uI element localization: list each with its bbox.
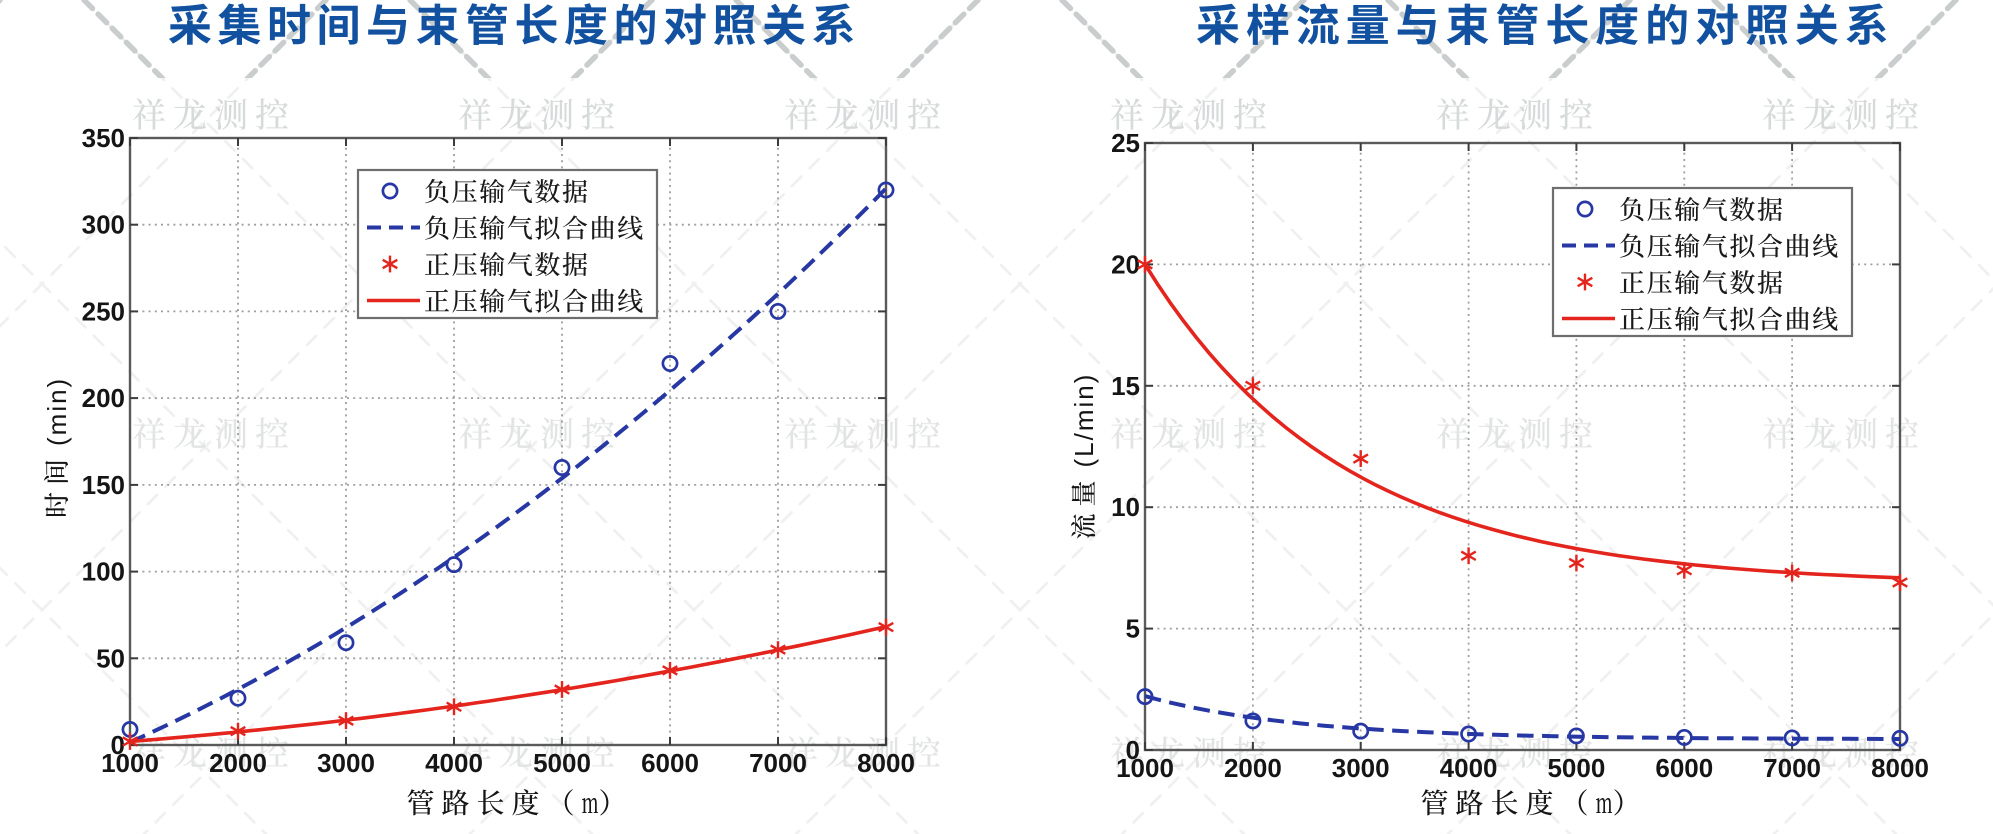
svg-text:(min): (min) [42, 377, 72, 446]
svg-text:150: 150 [82, 470, 125, 500]
svg-text:5000: 5000 [533, 748, 591, 778]
svg-text:20: 20 [1111, 249, 1140, 279]
svg-text:2000: 2000 [209, 748, 267, 778]
svg-text:100: 100 [82, 557, 125, 587]
svg-text:(L/min): (L/min) [1069, 373, 1099, 468]
svg-text:3000: 3000 [317, 748, 375, 778]
svg-text:4000: 4000 [1440, 753, 1498, 783]
svg-text:1000: 1000 [1116, 753, 1174, 783]
svg-text:5000: 5000 [1547, 753, 1605, 783]
svg-text:200: 200 [82, 383, 125, 413]
svg-text:1000: 1000 [101, 748, 159, 778]
svg-text:6000: 6000 [641, 748, 699, 778]
svg-text:3000: 3000 [1332, 753, 1390, 783]
svg-text:5: 5 [1126, 614, 1140, 644]
svg-text:0: 0 [1126, 735, 1140, 765]
svg-text:300: 300 [82, 210, 125, 240]
svg-text:7000: 7000 [1763, 753, 1821, 783]
svg-text:2000: 2000 [1224, 753, 1282, 783]
svg-text:350: 350 [82, 123, 125, 153]
svg-text:15: 15 [1111, 371, 1140, 401]
svg-text:8000: 8000 [857, 748, 915, 778]
svg-text:8000: 8000 [1871, 753, 1929, 783]
svg-text:0: 0 [111, 730, 125, 760]
svg-text:7000: 7000 [749, 748, 807, 778]
svg-text:6000: 6000 [1655, 753, 1713, 783]
svg-text:25: 25 [1111, 128, 1140, 158]
svg-text:10: 10 [1111, 492, 1140, 522]
svg-text:50: 50 [96, 643, 125, 673]
svg-text:4000: 4000 [425, 748, 483, 778]
svg-text:250: 250 [82, 296, 125, 326]
